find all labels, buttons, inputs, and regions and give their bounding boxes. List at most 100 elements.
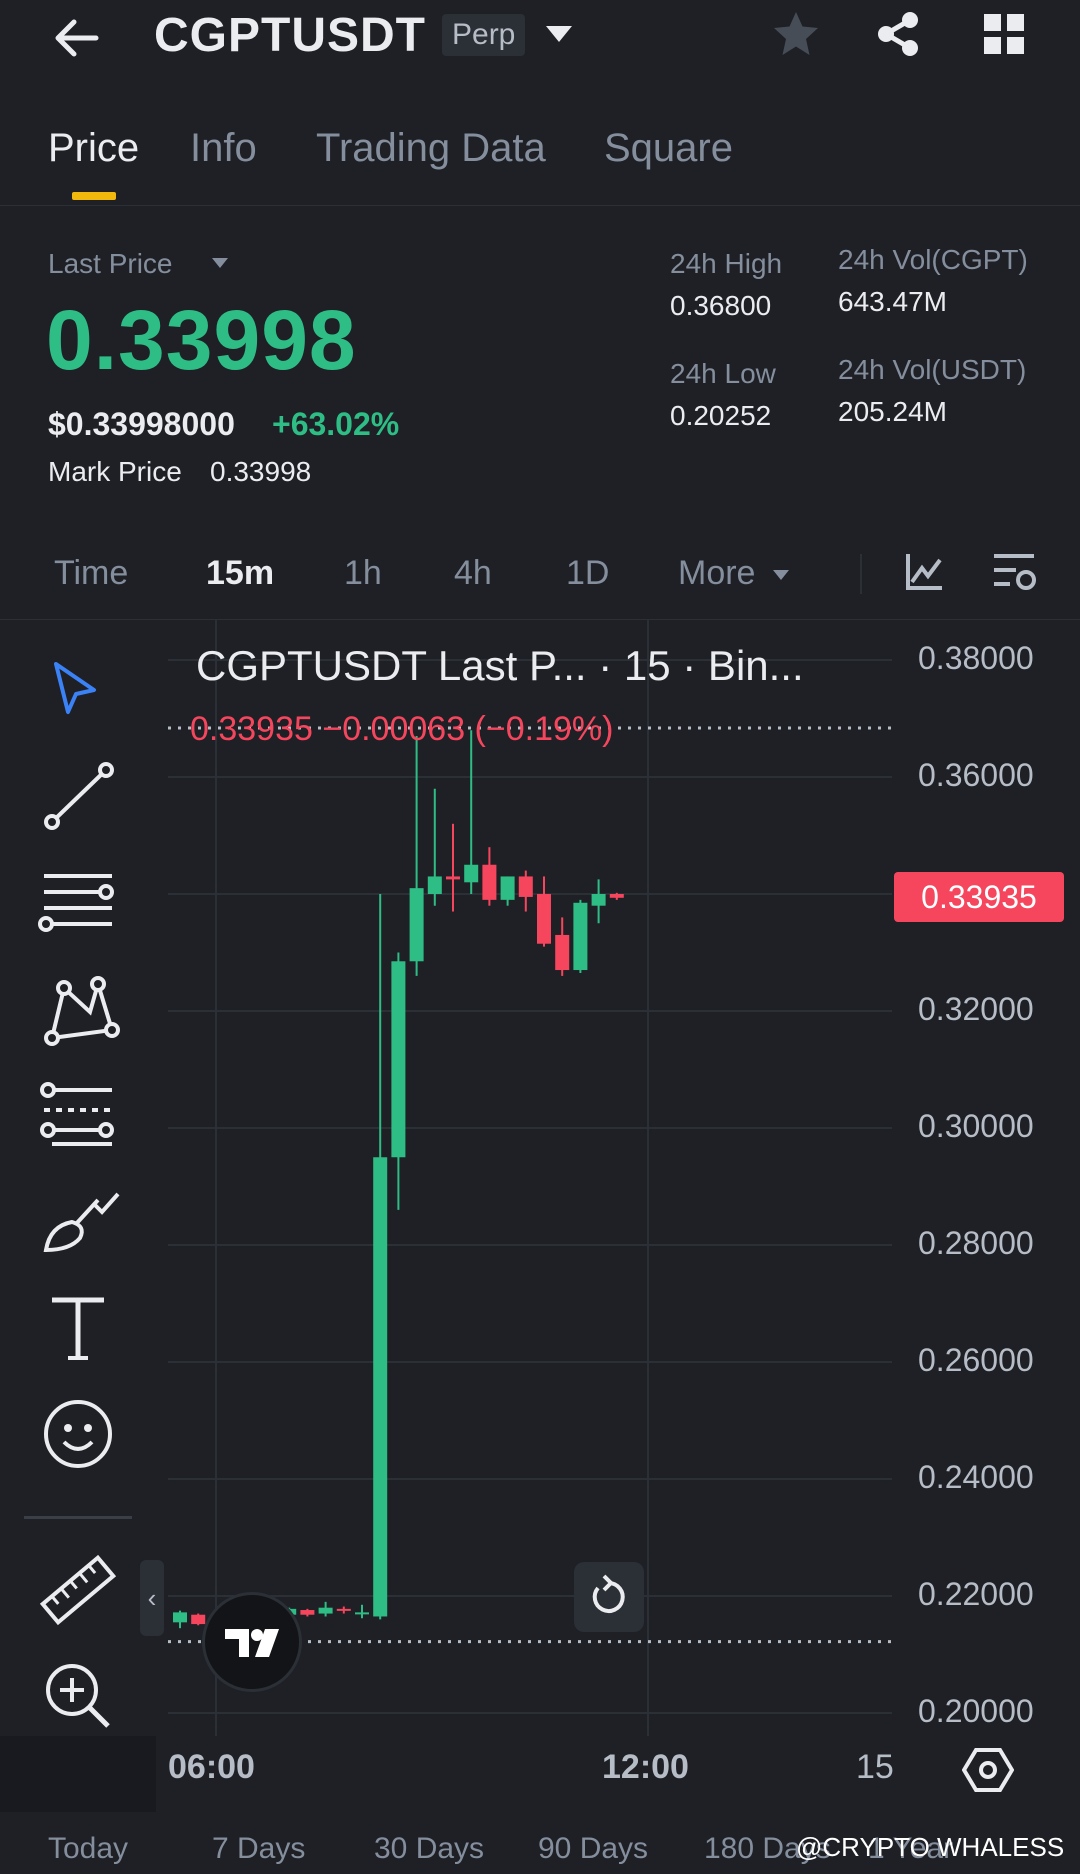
divider <box>860 554 862 594</box>
candlestick-chart[interactable] <box>0 620 1080 1736</box>
divider <box>24 1516 132 1519</box>
mark-price: 0.33998 <box>210 456 312 487</box>
perp-badge: Perp <box>442 14 526 56</box>
y-tick: 0.24000 <box>918 1459 1034 1495</box>
fib-icon[interactable] <box>36 1074 120 1158</box>
period-30-days[interactable]: 30 Days <box>374 1832 485 1865</box>
candle-body <box>427 876 442 894</box>
back-arrow-icon[interactable] <box>48 10 104 66</box>
share-icon[interactable] <box>872 8 924 60</box>
pair-symbol[interactable]: CGPTUSDT <box>154 9 426 62</box>
active-tab-indicator <box>72 192 116 200</box>
tradingview-logo[interactable] <box>202 1592 302 1692</box>
candle-body <box>573 902 588 971</box>
price-stats: Last Price 0.33998 $0.33998000 +63.02% M… <box>0 230 1080 510</box>
hexagon-settings-icon[interactable] <box>961 1742 1015 1798</box>
interval-1d[interactable]: 1D <box>566 554 610 592</box>
y-tick: 0.36000 <box>918 757 1034 793</box>
change-percent: +63.02% <box>272 406 400 442</box>
candle-body <box>591 894 606 906</box>
time-axis-gutter <box>0 1736 156 1812</box>
low-value: 0.20252 <box>670 400 772 431</box>
period-1-year[interactable]: 1 Year <box>868 1832 954 1865</box>
candle <box>591 879 606 924</box>
candle <box>336 1606 351 1614</box>
watermark: @CRYPTO WHALESS <box>796 1832 1065 1862</box>
period-180-days[interactable]: 180 Days <box>704 1832 831 1865</box>
candle <box>500 876 515 906</box>
candle-body <box>191 1614 206 1625</box>
y-tick: 0.28000 <box>918 1225 1034 1261</box>
last-price: 0.33998 <box>46 293 357 387</box>
candle <box>482 847 497 906</box>
interval-indicator: 15 <box>856 1748 894 1786</box>
chart-settings-icon[interactable] <box>990 548 1038 596</box>
candle-body <box>318 1607 333 1614</box>
candle-body <box>555 934 570 971</box>
candle <box>300 1608 315 1617</box>
reset-chart-icon[interactable] <box>574 1562 644 1632</box>
candle-body <box>537 894 551 944</box>
caret-down-icon[interactable] <box>210 256 230 275</box>
interval-more[interactable]: More <box>678 554 791 593</box>
candle-body <box>391 961 406 1158</box>
current-price-tag: 0.33935 <box>894 872 1064 922</box>
grid-icon[interactable] <box>980 10 1028 58</box>
brush-icon[interactable] <box>36 1180 120 1264</box>
candle-body <box>609 894 624 898</box>
interval-15m[interactable]: 15m <box>206 554 275 592</box>
candle-body <box>482 864 497 900</box>
period-today[interactable]: Today <box>48 1832 129 1865</box>
interval-time[interactable]: Time <box>54 554 129 592</box>
tab-price[interactable]: Price <box>48 126 140 170</box>
top-bar: CGPTUSDT Perp <box>0 0 1080 80</box>
interval-bar: Time 15m 1h 4h 1D More <box>0 540 1080 620</box>
ohlc-readout: 0.33935 −0.00063 (−0.19%) <box>190 710 614 748</box>
cursor-icon[interactable] <box>36 650 120 734</box>
indicators-icon[interactable] <box>900 548 948 596</box>
candle <box>391 952 406 1210</box>
tab-trading-data[interactable]: Trading Data <box>316 126 546 170</box>
vol-base-value: 643.47M <box>838 286 947 317</box>
candle-body <box>464 864 479 883</box>
period-7-days[interactable]: 7 Days <box>212 1832 306 1865</box>
tab-info[interactable]: Info <box>190 126 257 170</box>
caret-down-icon[interactable] <box>542 18 576 48</box>
interval-1h[interactable]: 1h <box>344 554 382 592</box>
pattern-icon[interactable] <box>36 968 120 1052</box>
trend-line-icon[interactable] <box>36 756 120 840</box>
ruler-icon[interactable] <box>36 1548 120 1632</box>
candle <box>555 917 570 976</box>
last-price-label[interactable]: Last Price <box>48 248 173 279</box>
star-icon[interactable] <box>770 8 822 60</box>
tab-square[interactable]: Square <box>604 126 733 170</box>
text-icon[interactable] <box>36 1286 120 1370</box>
mark-price-label: Mark Price <box>48 456 182 487</box>
candle-body <box>409 888 424 962</box>
horizontal-lines-icon[interactable] <box>36 862 120 946</box>
period-bar: Today 7 Days 30 Days 90 Days 180 Days 1 … <box>0 1820 1080 1874</box>
candle <box>355 1604 369 1619</box>
vol-base-label: 24h Vol(CGPT) <box>838 244 1028 275</box>
period-90-days[interactable]: 90 Days <box>538 1832 649 1865</box>
candle <box>318 1601 333 1617</box>
collapse-toolbar-button[interactable]: ‹ <box>140 1560 164 1636</box>
more-label: More <box>678 554 756 592</box>
x-tick: 06:00 <box>168 1748 255 1786</box>
interval-4h[interactable]: 4h <box>454 554 492 592</box>
y-tick: 0.30000 <box>918 1108 1034 1144</box>
candle <box>609 892 624 900</box>
candle <box>573 899 588 973</box>
candle <box>173 1610 187 1629</box>
chart-grid <box>168 620 892 1736</box>
candle <box>409 736 424 976</box>
y-tick: 0.26000 <box>918 1342 1034 1378</box>
zoom-in-icon[interactable] <box>36 1654 120 1738</box>
vol-quote-label: 24h Vol(USDT) <box>838 354 1027 385</box>
candle <box>191 1613 206 1626</box>
candle-body <box>300 1610 315 1615</box>
candle <box>373 894 388 1620</box>
emoji-icon[interactable] <box>36 1392 120 1476</box>
chart-title: CGPTUSDT Last P... · 15 · Bin... <box>196 642 804 689</box>
y-tick: 0.22000 <box>918 1576 1034 1612</box>
